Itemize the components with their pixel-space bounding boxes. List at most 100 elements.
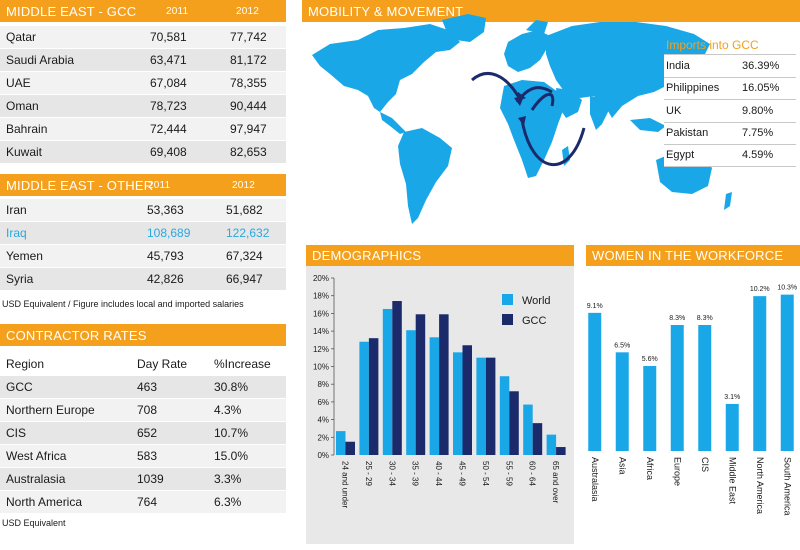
y-tick-label: 12% bbox=[313, 345, 329, 354]
gcc-table: Qatar 70,581 77,742 Saudi Arabia 63,471 81,17… bbox=[0, 26, 286, 164]
demographics-title: DEMOGRAPHICS bbox=[312, 248, 422, 263]
salary-2011: 78,723 bbox=[150, 99, 187, 113]
y-tick-label: 0% bbox=[317, 451, 329, 460]
world-bar bbox=[453, 352, 463, 455]
x-category-label: 40 - 44 bbox=[434, 461, 443, 486]
world-bar bbox=[429, 337, 440, 455]
salary-2011: 69,408 bbox=[150, 145, 187, 159]
x-category-label: 25 - 29 bbox=[364, 461, 373, 486]
day-rate: 1039 bbox=[137, 472, 164, 486]
gcc-col-2011: 2011 bbox=[166, 5, 189, 17]
y-tick-label: 20% bbox=[313, 274, 329, 283]
imports-table: Imports into GCC India 36.39% Philippines 1… bbox=[664, 35, 796, 167]
workforce-category-label: Africa bbox=[645, 457, 655, 480]
world-bar bbox=[359, 341, 369, 455]
salary-2011: 70,581 bbox=[150, 30, 187, 44]
country-name: Saudi Arabia bbox=[6, 53, 75, 67]
contractor-table: Region Day Rate %Increase GCC 463 30.8% Nor… bbox=[0, 353, 286, 514]
import-country: Pakistan bbox=[666, 127, 709, 140]
imports-rows: India 36.39% Philippines 16.05% UK 9.80% Pakis… bbox=[664, 54, 796, 167]
usd-note: USD Equivalent bbox=[2, 518, 66, 528]
y-tick-label: 2% bbox=[317, 433, 329, 442]
day-rate: 463 bbox=[137, 380, 158, 394]
salary-2011: 53,363 bbox=[147, 203, 184, 217]
workforce-bar bbox=[780, 294, 794, 451]
gcc-row: Saudi Arabia 63,471 81,172 bbox=[0, 49, 286, 72]
gcc-row: UAE 67,084 78,355 bbox=[0, 72, 286, 95]
rate-increase: 30.8% bbox=[214, 380, 249, 394]
salary-2012: 97,947 bbox=[230, 122, 267, 136]
import-share: 7.75% bbox=[742, 127, 774, 140]
x-category-label: 35 - 39 bbox=[411, 461, 420, 486]
x-category-label: 50 - 54 bbox=[481, 461, 490, 486]
gcc-col-2012: 2012 bbox=[236, 5, 260, 17]
salary-2011: 45,793 bbox=[147, 249, 184, 263]
other-panel-title: MIDDLE EAST - OTHER 2011 2012 bbox=[0, 174, 286, 196]
region-name: Australasia bbox=[6, 472, 66, 486]
day-rate: 764 bbox=[137, 495, 158, 509]
workforce-value-label: 8.3% bbox=[697, 315, 713, 322]
day-rate: 652 bbox=[137, 426, 158, 440]
workforce-panel-title: WOMEN IN THE WORKFORCE bbox=[586, 245, 800, 266]
region-name: GCC bbox=[6, 380, 33, 394]
day-rate: 583 bbox=[137, 449, 158, 463]
world-bar bbox=[499, 376, 510, 455]
world-bar bbox=[523, 404, 533, 455]
gcc-row: Oman 78,723 90,444 bbox=[0, 95, 286, 118]
gcc-bar bbox=[485, 357, 496, 455]
x-category-label: 55 - 59 bbox=[504, 461, 513, 486]
gcc-bar bbox=[368, 338, 379, 455]
y-tick-label: 14% bbox=[313, 327, 329, 336]
other-title: MIDDLE EAST - OTHER bbox=[6, 177, 154, 193]
world-legend-swatch bbox=[502, 294, 513, 305]
salary-2011: 67,084 bbox=[150, 76, 187, 90]
contractor-row: West Africa 583 15.0% bbox=[0, 445, 286, 468]
salary-2012: 51,682 bbox=[226, 203, 263, 217]
workforce-category-label: Middle East bbox=[727, 457, 737, 505]
contractor-row: Northern Europe 708 4.3% bbox=[0, 399, 286, 422]
gcc-bar bbox=[415, 314, 426, 455]
import-share: 16.05% bbox=[742, 82, 780, 95]
arrow-heads bbox=[514, 92, 526, 126]
mobility-title: MOBILITY & MOVEMENT bbox=[308, 3, 464, 19]
workforce-bar bbox=[698, 324, 712, 451]
workforce-chart-area: 9.1% Australasia 6.5% Asia 5.6% Africa 8.3% Eur… bbox=[578, 266, 800, 546]
rate-increase: 10.7% bbox=[214, 426, 249, 440]
world-bar bbox=[476, 357, 486, 455]
workforce-value-label: 10.2% bbox=[750, 286, 770, 293]
imports-row: UK 9.80% bbox=[664, 99, 796, 122]
region-header: Region bbox=[6, 357, 45, 371]
workforce-bar bbox=[615, 352, 629, 451]
migration-arrows bbox=[471, 71, 586, 167]
contractor-row: Australasia 1039 3.3% bbox=[0, 468, 286, 491]
rate-increase: 6.3% bbox=[214, 495, 242, 509]
salary-2012: 82,653 bbox=[230, 145, 267, 159]
x-category-label: 30 - 34 bbox=[387, 461, 396, 486]
world-map bbox=[300, 0, 800, 236]
imports-row: Egypt 4.59% bbox=[664, 144, 796, 167]
country-name: Oman bbox=[6, 99, 39, 113]
gcc-row: Qatar 70,581 77,742 bbox=[0, 26, 286, 49]
workforce-bar bbox=[588, 312, 602, 451]
imports-row: India 36.39% bbox=[664, 54, 796, 77]
y-tick-label: 16% bbox=[313, 309, 329, 318]
salary-2012: 122,632 bbox=[226, 226, 270, 240]
workforce-value-label: 6.5% bbox=[614, 342, 630, 349]
imports-row: Philippines 16.05% bbox=[664, 76, 796, 99]
salary-2012: 81,172 bbox=[230, 53, 267, 67]
world-legend-label: World bbox=[522, 295, 551, 307]
arrow-from-west bbox=[471, 71, 520, 97]
increase-header: %Increase bbox=[214, 357, 271, 371]
import-share: 4.59% bbox=[742, 149, 774, 162]
contractor-row: CIS 652 10.7% bbox=[0, 422, 286, 445]
mobility-panel-title: MOBILITY & MOVEMENT bbox=[302, 0, 800, 22]
arrow-from-southeast bbox=[520, 119, 586, 167]
salary-note: USD Equivalent / Figure includes local a… bbox=[2, 299, 244, 309]
x-category-label: 24 and under bbox=[341, 461, 350, 508]
rate-increase: 3.3% bbox=[214, 472, 242, 486]
country-name: Iran bbox=[6, 203, 27, 217]
country-name: UAE bbox=[6, 76, 31, 90]
workforce-category-label: Australasia bbox=[590, 457, 600, 502]
import-country: Egypt bbox=[666, 149, 695, 162]
y-tick-label: 6% bbox=[317, 398, 329, 407]
